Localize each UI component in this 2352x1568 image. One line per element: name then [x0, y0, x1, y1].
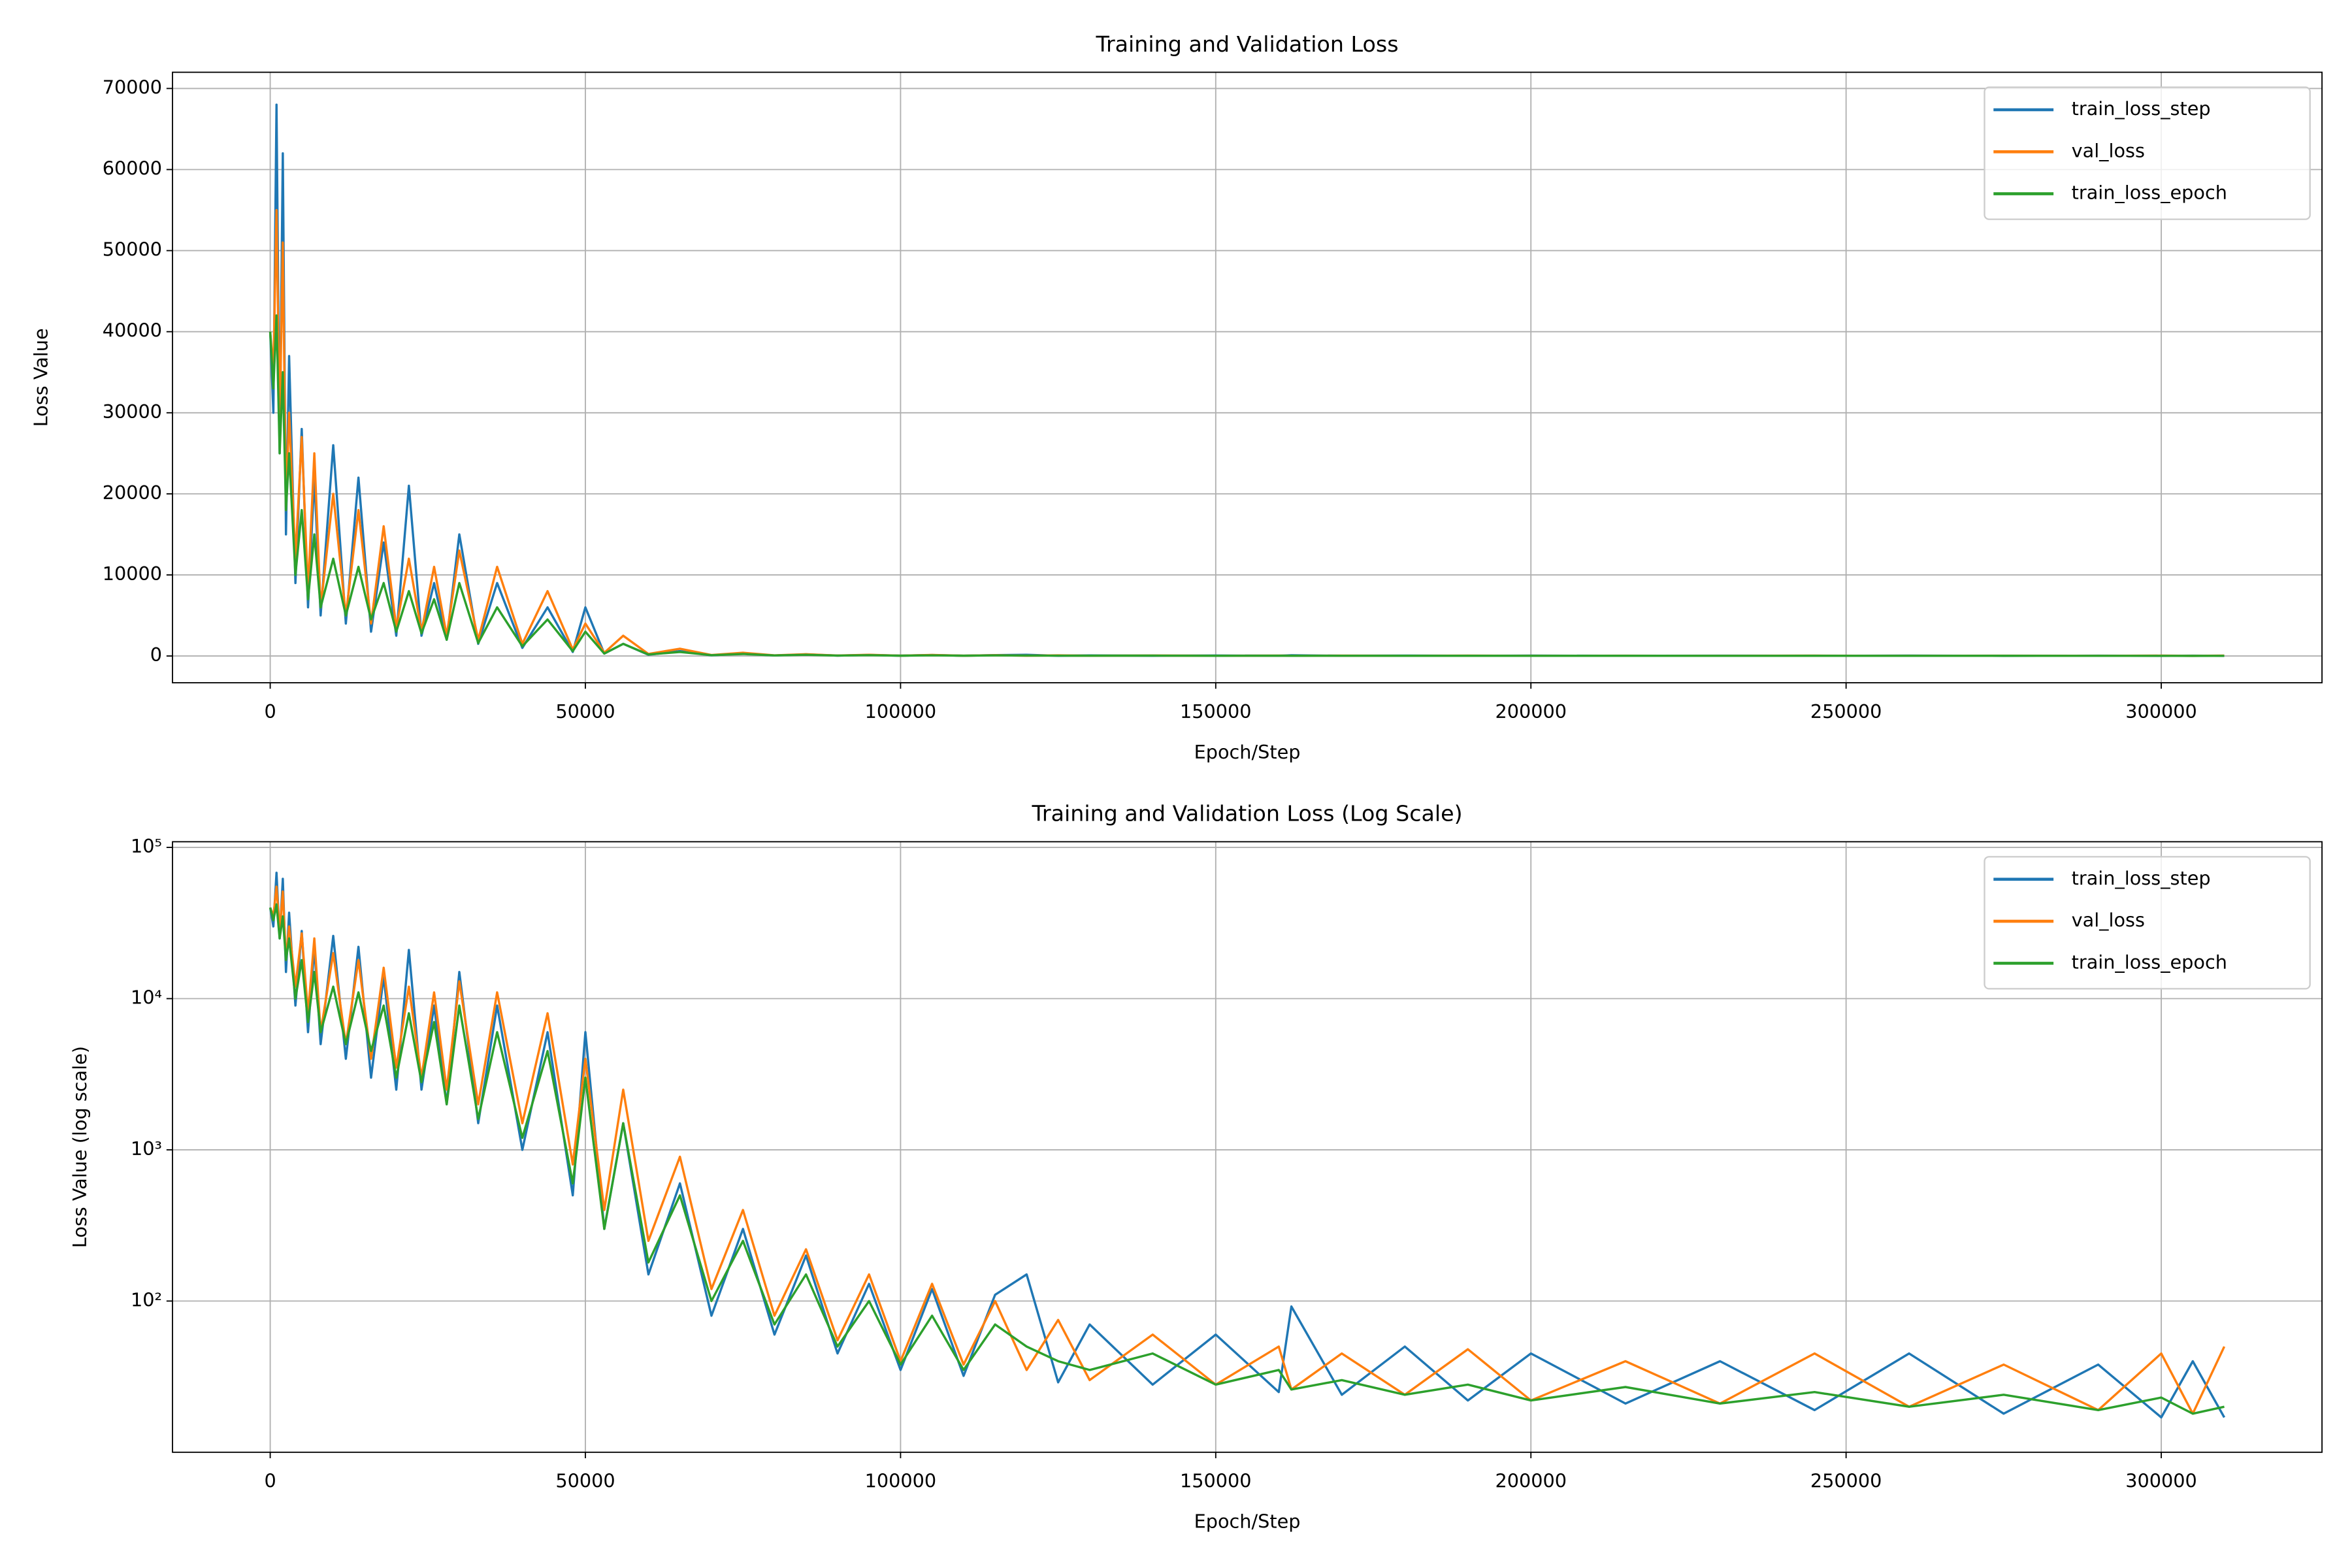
x-axis-label: Epoch/Step [1194, 741, 1301, 763]
y-tick-label: 70000 [103, 76, 162, 98]
y-tick-label: 20000 [103, 482, 162, 504]
legend: train_loss_step val_loss train_loss_epoch [1984, 856, 2311, 990]
y-axis-label: Loss Value [29, 328, 52, 427]
x-tick-label: 50000 [555, 1470, 615, 1492]
y-tick-label: 60000 [103, 157, 162, 180]
x-tick-label: 150000 [1180, 700, 1252, 723]
legend-box [1984, 86, 2311, 220]
x-tick-label: 250000 [1810, 700, 1882, 723]
legend-label: val_loss [2072, 139, 2145, 161]
y-tick-label: 0 [150, 644, 162, 666]
legend-label: train_loss_step [2072, 97, 2211, 120]
plot-lines [269, 103, 2225, 657]
axes: 0 50000 100000 150000 200000 250000 300000 0 100… [29, 31, 2323, 763]
y-axis-label: Loss Value (log scale) [69, 1046, 91, 1248]
x-tick-label: 250000 [1810, 1470, 1882, 1492]
y-tick-label: 10² [131, 1288, 162, 1311]
x-tick-label: 0 [264, 700, 276, 723]
legend-label: train_loss_epoch [2072, 182, 2227, 204]
x-tick-label: 300000 [2125, 1470, 2197, 1492]
legend-box [1984, 856, 2311, 990]
series-line [269, 885, 2226, 1415]
y-tick-label: 30000 [103, 400, 162, 423]
plot-lines [269, 872, 2226, 1419]
x-axis-label: Epoch/Step [1194, 1511, 1301, 1533]
axes-frame [172, 841, 2323, 1453]
x-tick-label: 50000 [555, 700, 615, 723]
legend: train_loss_step val_loss train_loss_epoch [1984, 86, 2311, 220]
y-tick-label: 10³ [131, 1137, 162, 1160]
series-line [269, 872, 2226, 1419]
series-line [269, 903, 2225, 1415]
x-tick-label: 300000 [2125, 700, 2197, 723]
series-line [269, 314, 2225, 657]
legend-label: train_loss_step [2072, 867, 2211, 889]
x-tick-label: 100000 [865, 1470, 937, 1492]
series-line [269, 208, 2225, 657]
legend-label: train_loss_epoch [2072, 951, 2227, 973]
y-tick-label: 10000 [103, 563, 162, 585]
x-tick-label: 200000 [1495, 700, 1567, 723]
y-tick-label: 50000 [103, 238, 162, 261]
x-tick-label: 200000 [1495, 1470, 1567, 1492]
axes-frame [172, 71, 2323, 683]
chart-title: Training and Validation Loss [1096, 31, 1399, 57]
series-line [269, 103, 2225, 657]
y-tick-label: 40000 [103, 319, 162, 342]
x-tick-label: 150000 [1180, 1470, 1252, 1492]
legend-label: val_loss [2072, 909, 2145, 931]
x-tick-label: 100000 [865, 700, 937, 723]
axes: 0 50000 100000 150000 200000 250000 300000 10² 1… [69, 801, 2323, 1533]
y-tick-label: 10⁴ [131, 986, 162, 1008]
chart-title: Training and Validation Loss (Log Scale) [1031, 801, 1462, 826]
x-tick-label: 0 [264, 1470, 276, 1492]
y-tick-label: 10⁵ [131, 835, 162, 857]
